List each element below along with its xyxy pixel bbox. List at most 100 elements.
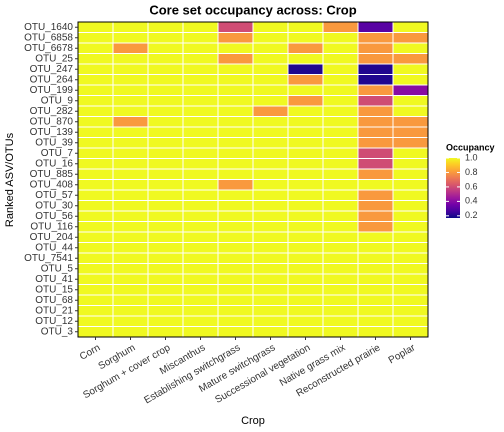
heat-cell bbox=[357, 200, 394, 212]
y-tick-label: OTU_116 bbox=[30, 221, 73, 232]
heat-cell bbox=[322, 32, 359, 44]
heat-cell bbox=[287, 63, 324, 75]
heat-cell bbox=[112, 158, 149, 170]
colorbar-label: 0.2 bbox=[465, 210, 478, 220]
y-tick-label: OTU_5 bbox=[41, 263, 74, 274]
heat-cell bbox=[357, 95, 394, 107]
heat-cell bbox=[322, 200, 359, 212]
heat-cell bbox=[147, 95, 184, 107]
heat-cell bbox=[392, 42, 429, 54]
heat-cell bbox=[77, 179, 114, 191]
heat-cell bbox=[77, 294, 114, 306]
y-tick-label: OTU_30 bbox=[35, 200, 73, 211]
heat-cell bbox=[357, 147, 394, 159]
heat-cell bbox=[77, 273, 114, 285]
heat-cell bbox=[147, 63, 184, 75]
y-tick-label: OTU_282 bbox=[30, 106, 74, 117]
heat-cell bbox=[287, 200, 324, 212]
heat-cell bbox=[357, 221, 394, 233]
heat-cell bbox=[392, 137, 429, 149]
y-tick-label: OTU_1640 bbox=[24, 22, 73, 33]
heat-cell bbox=[392, 126, 429, 138]
heat-cell bbox=[357, 158, 394, 170]
heat-cell bbox=[182, 315, 219, 327]
heat-cell bbox=[147, 284, 184, 296]
heat-cell bbox=[357, 315, 394, 327]
y-tick-label: OTU_12 bbox=[35, 316, 73, 327]
y-tick-label: OTU_44 bbox=[35, 242, 73, 253]
heat-cell bbox=[147, 53, 184, 65]
y-tick-label: OTU_57 bbox=[35, 190, 73, 201]
heat-cell bbox=[217, 21, 254, 33]
heat-cell bbox=[147, 273, 184, 285]
heat-cell bbox=[217, 326, 254, 338]
heat-cell bbox=[112, 263, 149, 275]
y-tick-label: OTU_56 bbox=[35, 211, 73, 222]
heat-cell bbox=[112, 21, 149, 33]
y-tick-label: OTU_7 bbox=[41, 148, 74, 159]
heat-cell bbox=[112, 137, 149, 149]
heat-cell bbox=[252, 84, 289, 96]
y-tick-label: OTU_3 bbox=[41, 326, 74, 337]
heat-cell bbox=[147, 179, 184, 191]
heat-cell bbox=[182, 168, 219, 180]
heat-cell bbox=[182, 200, 219, 212]
heat-cell bbox=[392, 116, 429, 128]
colorbar-label: 0.6 bbox=[465, 181, 478, 191]
heat-cell bbox=[217, 116, 254, 128]
heat-cell bbox=[217, 231, 254, 243]
heat-cell bbox=[77, 189, 114, 201]
heat-cell bbox=[252, 158, 289, 170]
heat-cell bbox=[77, 210, 114, 222]
heat-cell bbox=[322, 284, 359, 296]
heat-cell bbox=[392, 210, 429, 222]
heat-cell bbox=[357, 210, 394, 222]
heat-cell bbox=[112, 252, 149, 264]
heat-cell bbox=[322, 273, 359, 285]
heat-cell bbox=[357, 284, 394, 296]
y-tick-label: OTU_139 bbox=[30, 127, 74, 138]
heat-cell bbox=[287, 273, 324, 285]
heat-cell bbox=[112, 189, 149, 201]
heat-cell bbox=[217, 126, 254, 138]
heat-cell bbox=[77, 305, 114, 317]
heat-cell bbox=[322, 231, 359, 243]
y-tick-label: OTU_199 bbox=[30, 85, 74, 96]
heat-cell bbox=[147, 158, 184, 170]
y-tick-label: OTU_39 bbox=[35, 137, 73, 148]
heat-cell bbox=[217, 179, 254, 191]
heat-cell bbox=[217, 242, 254, 254]
heat-cell bbox=[217, 95, 254, 107]
heat-cell bbox=[182, 53, 219, 65]
heat-cell bbox=[252, 231, 289, 243]
heat-cell bbox=[182, 74, 219, 86]
heat-cell bbox=[357, 116, 394, 128]
heat-cell bbox=[217, 168, 254, 180]
heat-cell bbox=[252, 326, 289, 338]
heat-cell bbox=[357, 273, 394, 285]
heat-cell bbox=[147, 74, 184, 86]
heat-cell bbox=[217, 294, 254, 306]
heat-cell bbox=[357, 105, 394, 117]
heat-cell bbox=[182, 95, 219, 107]
colorbar-label: 0.8 bbox=[465, 167, 478, 177]
heat-cell bbox=[357, 179, 394, 191]
heat-cell bbox=[287, 21, 324, 33]
heat-cell bbox=[357, 168, 394, 180]
heat-cell bbox=[182, 263, 219, 275]
heat-cell bbox=[217, 305, 254, 317]
y-tick-label: OTU_21 bbox=[35, 305, 73, 316]
heat-cell bbox=[392, 158, 429, 170]
heat-cell bbox=[322, 242, 359, 254]
heat-cell bbox=[322, 95, 359, 107]
heat-cell bbox=[112, 84, 149, 96]
heat-cell bbox=[182, 242, 219, 254]
heat-cell bbox=[77, 242, 114, 254]
heat-cell bbox=[357, 42, 394, 54]
heat-cell bbox=[77, 147, 114, 159]
heat-cell bbox=[112, 168, 149, 180]
colorbar-label: 1.0 bbox=[465, 152, 478, 162]
heat-cell bbox=[287, 315, 324, 327]
heat-cell bbox=[252, 200, 289, 212]
